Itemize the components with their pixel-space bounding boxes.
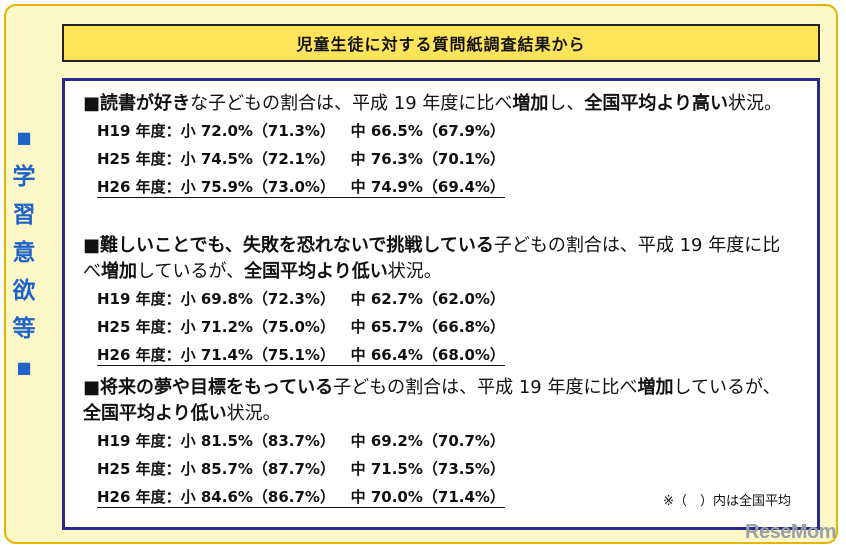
- heading-bold-trend: 増加: [101, 261, 137, 282]
- data-row-h25: H25 年度：小 85.7%（87.7%） 中 71.5%（73.5%）: [97, 460, 505, 478]
- side-label: ■ 学 習 意 欲 等 ■: [8, 118, 40, 388]
- heading-text: な子どもの割合は、平成 19 年度に比べ: [190, 93, 513, 114]
- bullet-marker: ■: [83, 377, 101, 398]
- data-row-h19: H19 年度：小 69.8%（72.3%） 中 62.7%（62.0%）: [97, 290, 505, 308]
- heading-text: しているが、: [673, 377, 781, 398]
- title-box: 児童生徒に対する質問紙調査結果から: [62, 24, 820, 62]
- heading-bold-trend: 増加: [512, 93, 549, 114]
- data-row-h19: H19 年度：小 72.0%（71.3%） 中 66.5%（67.9%）: [97, 122, 505, 140]
- section-reading: ■読書が好きな子どもの割合は、平成 19 年度に比べ増加し、全国平均より高い状況…: [83, 91, 813, 201]
- side-marker-top: ■: [16, 128, 32, 147]
- heading-bold-comparison: 全国平均より低い: [83, 403, 227, 424]
- heading-bold-comparison: 全国平均より高い: [584, 93, 729, 114]
- data-row-h26: H26 年度：小 75.9%（73.0%） 中 74.9%（69.4%）: [97, 178, 505, 196]
- heading-text: 状況。: [728, 93, 783, 114]
- heading-text: 子どもの割合は、平成 19 年度に比べ: [83, 235, 781, 282]
- side-char: 習: [12, 202, 36, 228]
- side-char: 学: [12, 164, 36, 190]
- heading-bold-comparison: 全国平均より低い: [244, 261, 388, 282]
- heading-text: しているが、: [137, 261, 245, 282]
- side-char: 欲: [12, 278, 36, 304]
- data-row-h26: H26 年度：小 84.6%（86.7%） 中 70.0%（71.4%）: [97, 488, 505, 506]
- heading-text: 状況。: [387, 261, 442, 282]
- section-dreams: ■将来の夢や目標をもっている子どもの割合は、平成 19 年度に比べ増加しているが…: [83, 375, 813, 511]
- side-char: 意: [12, 240, 36, 266]
- data-row-h25: H25 年度：小 74.5%（72.1%） 中 76.3%（70.1%）: [97, 150, 505, 168]
- data-row-h26: H26 年度：小 71.4%（75.1%） 中 66.4%（68.0%）: [97, 346, 505, 364]
- footnote: ※（ ）内は全国平均: [663, 494, 791, 509]
- heading-bold-topic: 将来の夢や目標をもっている: [100, 377, 334, 398]
- bullet-marker: ■: [83, 93, 101, 114]
- content-box: ■読書が好きな子どもの割合は、平成 19 年度に比べ増加し、全国平均より高い状況…: [62, 78, 820, 530]
- heading-text: 子どもの割合は、平成 19 年度に比べ: [333, 377, 638, 398]
- section-heading: ■難しいことでも、失敗を恐れないで挑戦している子どもの割合は、平成 19 年度に…: [83, 233, 795, 285]
- page-title: 児童生徒に対する質問紙調査結果から: [296, 35, 586, 54]
- heading-bold-trend: 増加: [637, 377, 674, 398]
- section-heading: ■将来の夢や目標をもっている子どもの割合は、平成 19 年度に比べ増加しているが…: [83, 375, 795, 427]
- data-row-h19: H19 年度：小 81.5%（83.7%） 中 69.2%（70.7%）: [97, 432, 505, 450]
- side-char: 等: [12, 316, 36, 342]
- side-marker-bottom: ■: [16, 358, 32, 377]
- section-heading: ■読書が好きな子どもの割合は、平成 19 年度に比べ増加し、全国平均より高い状況…: [83, 91, 795, 117]
- heading-bold-topic: 難しいことでも、失敗を恐れないで挑戦している: [100, 235, 494, 256]
- resemom-logo: ReseMom: [745, 521, 836, 543]
- bullet-marker: ■: [83, 235, 101, 256]
- heading-text: し、: [548, 93, 585, 114]
- data-row-h25: H25 年度：小 71.2%（75.0%） 中 65.7%（66.8%）: [97, 318, 505, 336]
- heading-text: 状況。: [226, 403, 281, 424]
- section-challenge: ■難しいことでも、失敗を恐れないで挑戦している子どもの割合は、平成 19 年度に…: [83, 233, 813, 369]
- heading-bold-topic: 読書が好き: [100, 93, 191, 114]
